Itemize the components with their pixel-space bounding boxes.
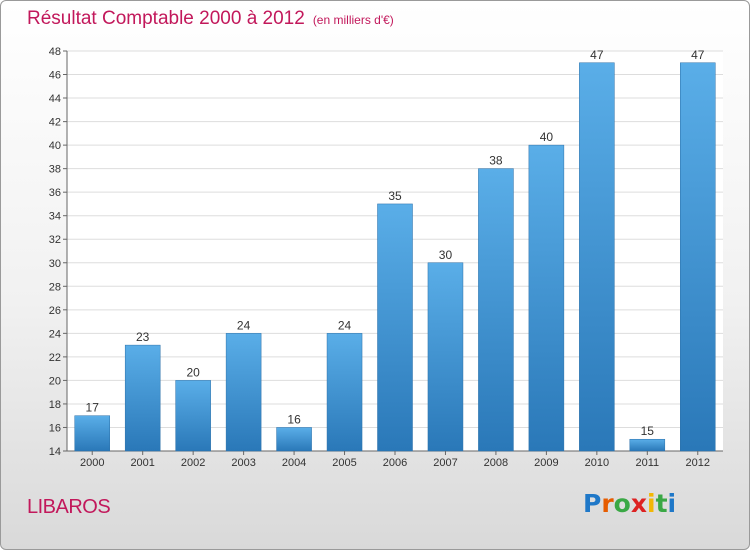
proxiti-logo: Proxiti <box>583 489 676 518</box>
y-tick-label: 48 <box>49 46 61 58</box>
chart-title: Résultat Comptable 2000 à 2012 (en millie… <box>27 8 394 30</box>
x-tick-label: 2007 <box>433 457 457 469</box>
y-tick-label: 42 <box>49 117 61 129</box>
y-tick-label: 18 <box>49 399 61 411</box>
y-tick-label: 38 <box>49 164 61 176</box>
logo-letter: P <box>583 489 602 518</box>
bar <box>680 62 716 452</box>
y-tick-label: 30 <box>49 258 61 270</box>
data-label: 24 <box>338 318 352 332</box>
bar <box>225 333 262 452</box>
bar <box>326 333 363 452</box>
y-tick-label: 40 <box>49 140 61 152</box>
data-label: 20 <box>186 365 200 379</box>
y-tick-label: 32 <box>49 234 61 246</box>
bar <box>74 415 110 452</box>
y-tick-label: 22 <box>49 352 61 364</box>
logo-letter: i <box>667 489 677 518</box>
bar <box>629 438 666 452</box>
x-tick-label: 2001 <box>130 457 154 469</box>
y-tick-label: 14 <box>49 446 61 458</box>
logo-letter: o <box>613 489 631 518</box>
x-tick-label: 2004 <box>282 457 306 469</box>
logo-letter: t <box>655 489 668 518</box>
x-tick-label: 2011 <box>635 457 659 469</box>
logo-letter: r <box>601 489 614 518</box>
data-label: 47 <box>691 48 705 62</box>
bar <box>427 262 464 452</box>
bar <box>528 144 565 452</box>
data-label: 40 <box>540 130 554 144</box>
y-tick-label: 34 <box>49 211 61 223</box>
bar <box>175 380 211 452</box>
x-tick-label: 2005 <box>332 457 356 469</box>
x-tick-label: 2002 <box>181 457 205 469</box>
y-tick-label: 36 <box>49 187 61 199</box>
data-label: 24 <box>237 318 251 332</box>
y-tick-label: 46 <box>49 70 61 82</box>
y-tick-label: 28 <box>49 281 61 293</box>
y-tick-label: 26 <box>49 305 61 317</box>
y-tick-label: 24 <box>49 328 61 340</box>
data-label: 16 <box>287 412 301 426</box>
bar <box>478 168 514 452</box>
data-label: 17 <box>86 401 100 415</box>
data-label: 30 <box>439 248 453 262</box>
data-label: 15 <box>641 424 655 438</box>
x-tick-label: 2003 <box>231 457 255 469</box>
logo-letter: i <box>647 489 656 518</box>
x-tick-label: 2012 <box>686 457 710 469</box>
bar <box>579 62 615 452</box>
x-tick-label: 2009 <box>534 457 558 469</box>
bar <box>276 427 312 452</box>
data-label: 35 <box>388 189 402 203</box>
x-tick-label: 2010 <box>585 457 609 469</box>
data-label: 38 <box>489 154 503 168</box>
bar <box>124 344 161 452</box>
x-tick-label: 2006 <box>383 457 407 469</box>
commune-name: LIBAROS <box>27 496 111 518</box>
x-tick-label: 2000 <box>80 457 104 469</box>
data-label: 47 <box>590 48 604 62</box>
logo-letter: x <box>630 489 647 518</box>
x-tick-label: 2008 <box>484 457 508 469</box>
data-label: 23 <box>136 330 150 344</box>
y-tick-label: 20 <box>49 375 61 387</box>
y-tick-label: 44 <box>49 93 61 105</box>
chart-subtitle: (en milliers d'€) <box>312 13 394 27</box>
title-text: Résultat Comptable 2000 à 2012 <box>27 8 305 29</box>
bar <box>377 203 413 452</box>
y-tick-label: 16 <box>49 422 61 434</box>
